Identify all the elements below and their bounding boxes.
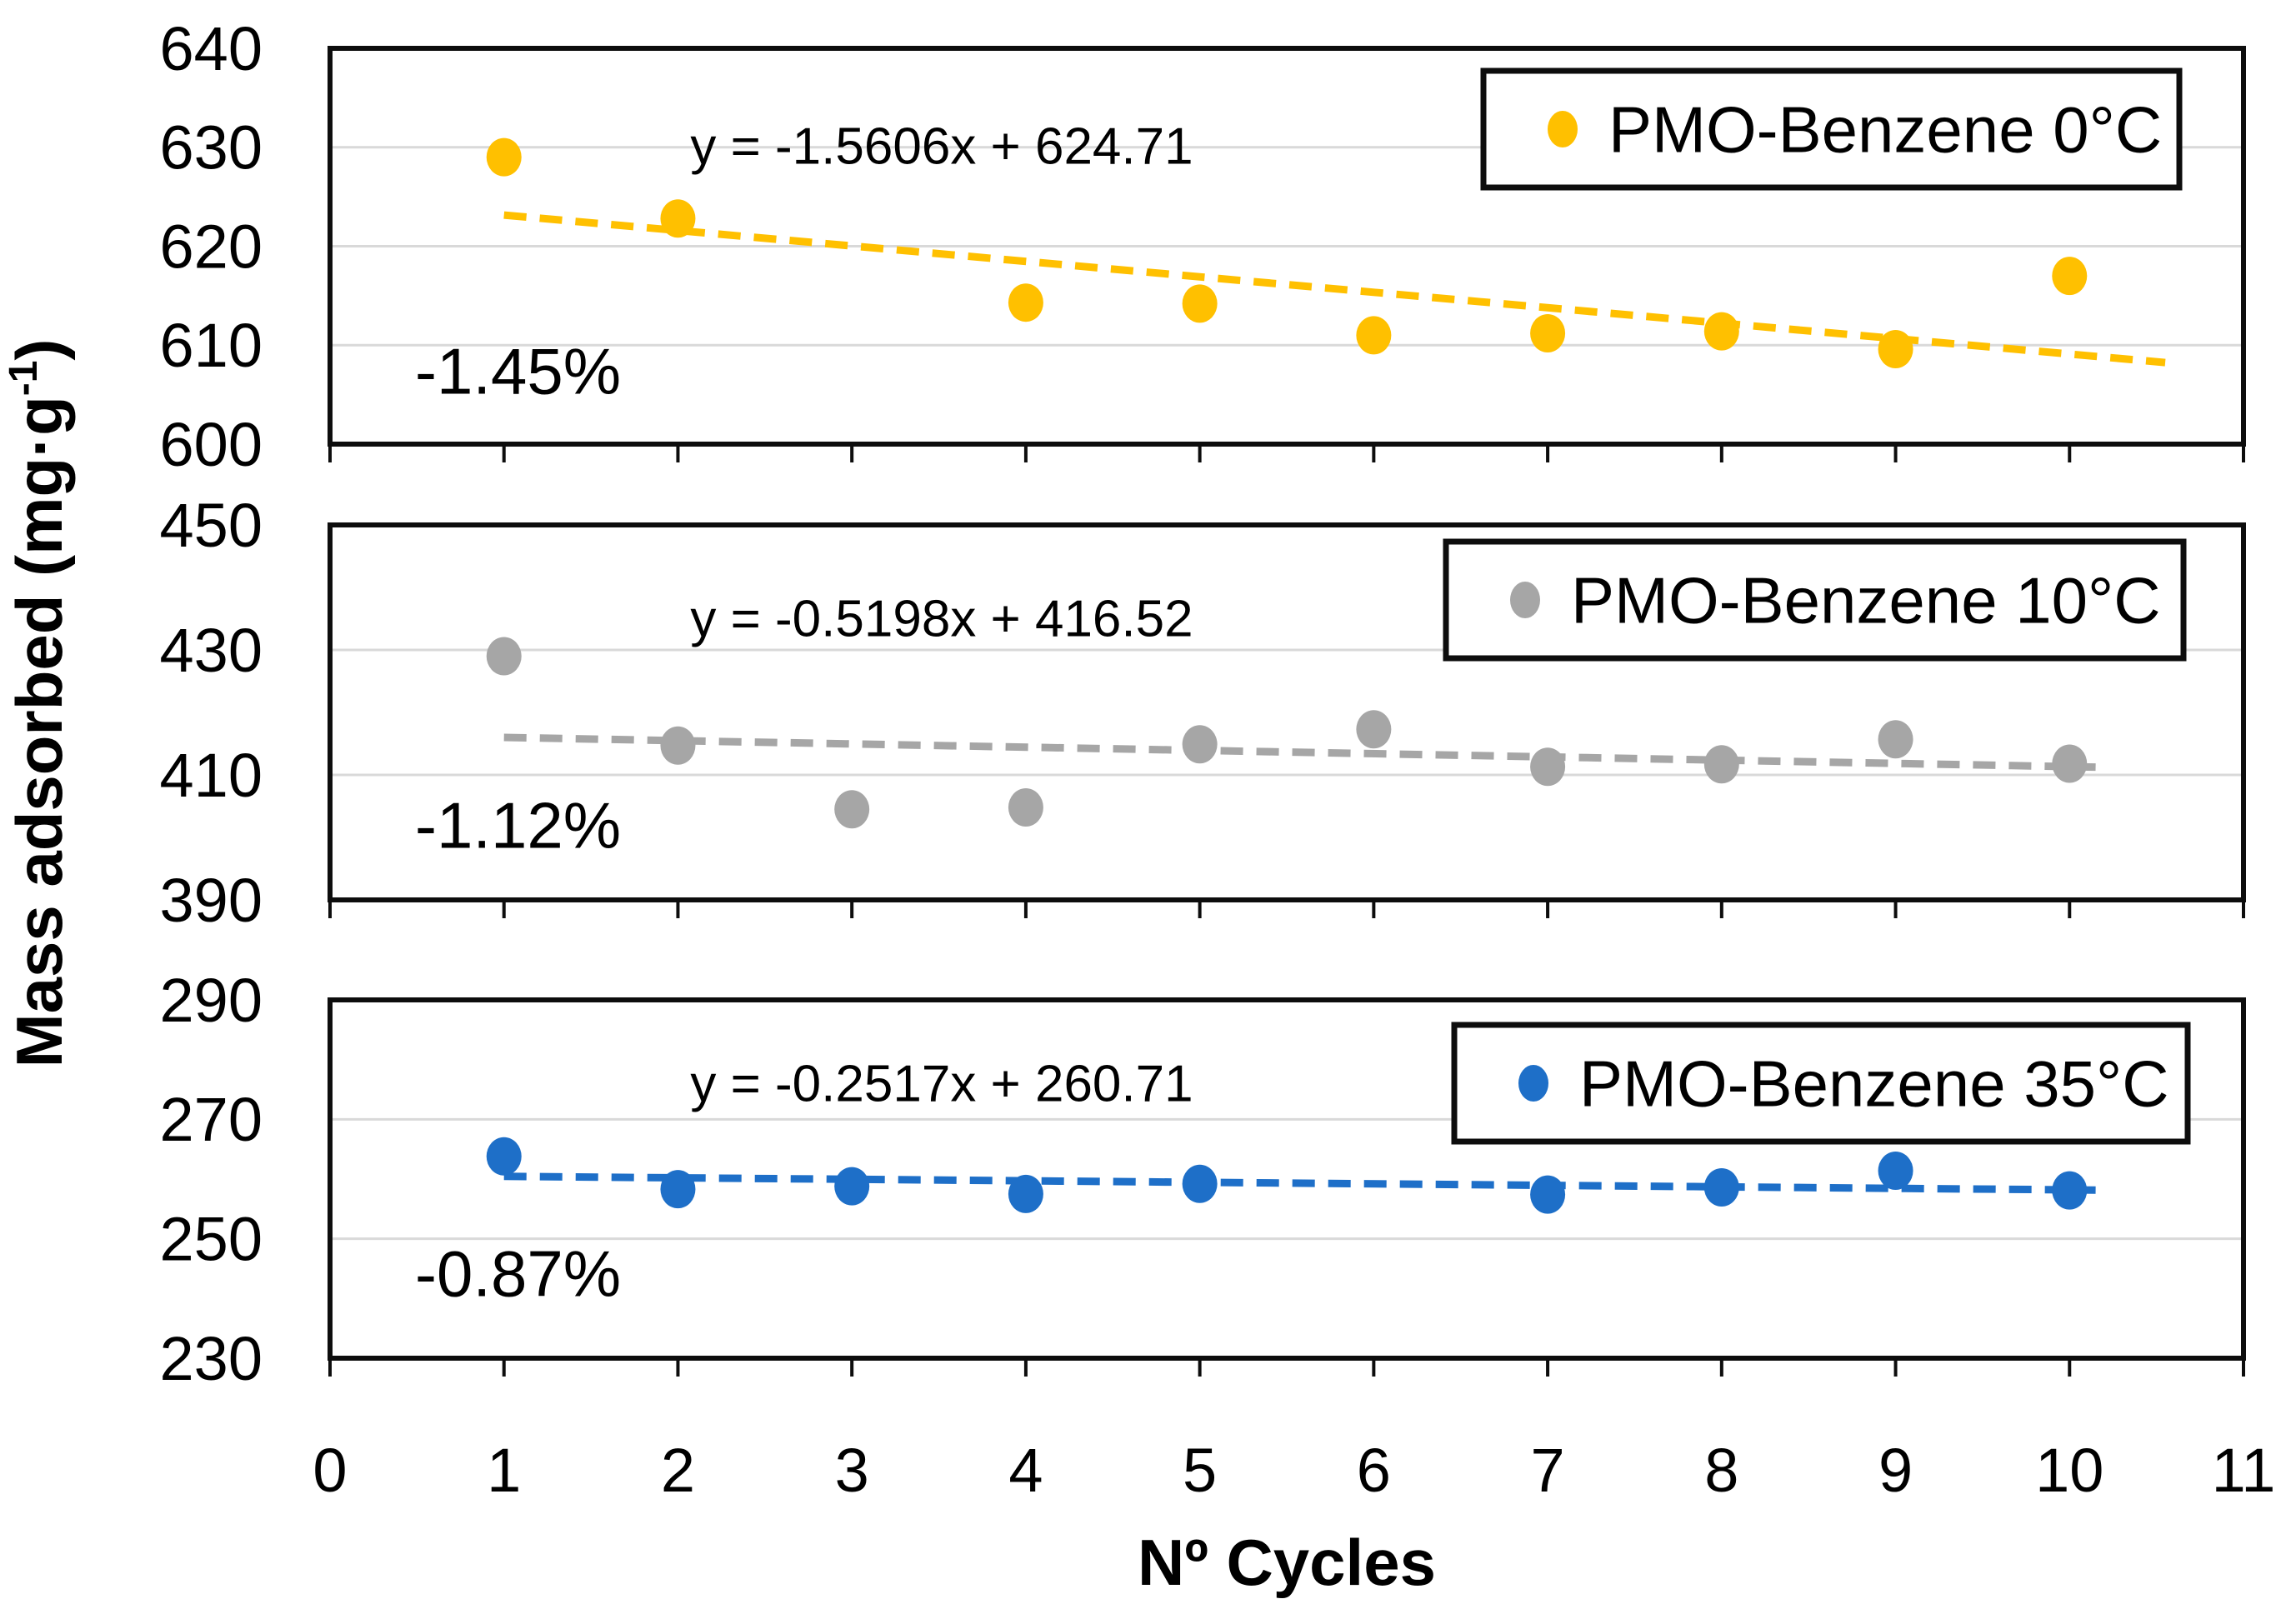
x-tick-label: 0: [313, 1436, 347, 1505]
x-tick-label: 2: [661, 1436, 695, 1505]
legend-label: PMO-Benzene 0°C: [1608, 92, 2162, 166]
y-axis-title: Mass adsorbed (mg·g-1): [2, 339, 76, 1068]
loss-percentage-annotation: -1.12%: [415, 788, 621, 862]
x-tick-label: 11: [2212, 1436, 2276, 1505]
x-tick-label: 5: [1183, 1436, 1217, 1505]
x-tick-label: 6: [1357, 1436, 1391, 1505]
legend-marker-icon: [1510, 582, 1540, 618]
legend-box: [1443, 538, 2187, 662]
data-point: [1530, 747, 1566, 787]
data-point: [660, 1170, 696, 1209]
trendline: [503, 1172, 2096, 1194]
y-tick-label: 430: [160, 616, 263, 685]
loss-percentage-annotation: -1.45%: [415, 334, 621, 407]
data-point: [2052, 744, 2088, 783]
y-tick-label: 390: [160, 866, 263, 935]
plot-frame: [328, 522, 2246, 902]
data-point: [486, 1137, 522, 1176]
legend-box: [1451, 1022, 2191, 1145]
data-point: [1530, 1175, 1566, 1214]
trendline-equation-label: y = -0.2517x + 260.71: [690, 1056, 1193, 1113]
data-point: [2052, 257, 2088, 296]
y-tick-label: 230: [160, 1324, 263, 1393]
data-point: [1703, 745, 1739, 784]
panel-1: 600 610 620 630 640 y = -1.5606x + 624.71 -1.4…: [160, 14, 2246, 479]
legend-box: [1480, 67, 2183, 191]
y-tick-label: 600: [160, 410, 263, 479]
data-point: [1878, 720, 1913, 759]
y-tick-label: 450: [160, 491, 263, 560]
y-tick-label: 640: [160, 14, 263, 83]
y-tick-label: 290: [160, 966, 263, 1035]
x-tick-label: 4: [1008, 1436, 1043, 1505]
y-axis: Mass adsorbed (mg·g-1): [2, 339, 76, 1068]
trendline-equation-label: y = -0.5198x + 416.52: [690, 591, 1193, 648]
data-point: [1530, 314, 1566, 352]
data-point: [486, 637, 522, 676]
legend-marker-icon: [1518, 1065, 1548, 1102]
x-tick-label: 3: [835, 1436, 869, 1505]
y-tick-label: 630: [160, 113, 263, 182]
trendline-equation-label: y = -1.5606x + 624.71: [690, 118, 1193, 176]
loss-percentage-annotation: -0.87%: [415, 1237, 621, 1310]
trendline: [503, 733, 2096, 772]
y-tick-label: 250: [160, 1205, 263, 1274]
data-point: [834, 790, 870, 829]
data-point: [486, 137, 522, 177]
data-point: [660, 726, 696, 765]
data-point: [1008, 283, 1043, 322]
x-tick-label: 10: [2035, 1436, 2103, 1505]
data-point: [1356, 710, 1392, 749]
x-tick-label: 7: [1531, 1436, 1565, 1505]
legend-marker-icon: [1548, 111, 1578, 147]
x-tick-label: 1: [487, 1436, 521, 1505]
data-point: [1703, 1168, 1739, 1207]
y-tick-label: 270: [160, 1085, 263, 1154]
data-point: [1878, 1151, 1913, 1190]
legend-label: PMO-Benzene 35°C: [1579, 1047, 2169, 1120]
data-point: [1182, 284, 1218, 323]
x-axis-title: Nº Cycles: [1138, 1526, 1436, 1599]
plot-frame: [328, 46, 2246, 447]
data-point: [1008, 1174, 1043, 1213]
data-point: [834, 1167, 870, 1206]
panel-3: 230 250 270 290 y = -0.2517x + 260.71 -0.87% P…: [160, 966, 2246, 1393]
data-point: [660, 199, 696, 238]
data-point: [1008, 788, 1043, 827]
data-point: [1182, 725, 1218, 764]
data-point: [1182, 1164, 1218, 1203]
data-point: [1356, 316, 1392, 355]
y-tick-label: 610: [160, 311, 263, 380]
plot-frame: [328, 997, 2246, 1361]
data-point: [1703, 312, 1739, 351]
x-tick-label: 9: [1878, 1436, 1913, 1505]
legend-label: PMO-Benzene 10°C: [1571, 563, 2161, 637]
y-tick-label: 620: [160, 212, 263, 281]
data-point: [2052, 1171, 2088, 1210]
data-point: [1878, 330, 1913, 368]
y-tick-label: 410: [160, 741, 263, 810]
trendline: [503, 211, 2166, 367]
x-axis: 0 1 2 3 4 5 6 7 8 9 10 11 Nº Cycles: [313, 1436, 2275, 1599]
panel-2: 390 410 430 450 y = -0.5198x + 416.52 -1.12% P…: [160, 491, 2246, 935]
x-tick-label: 8: [1704, 1436, 1738, 1505]
